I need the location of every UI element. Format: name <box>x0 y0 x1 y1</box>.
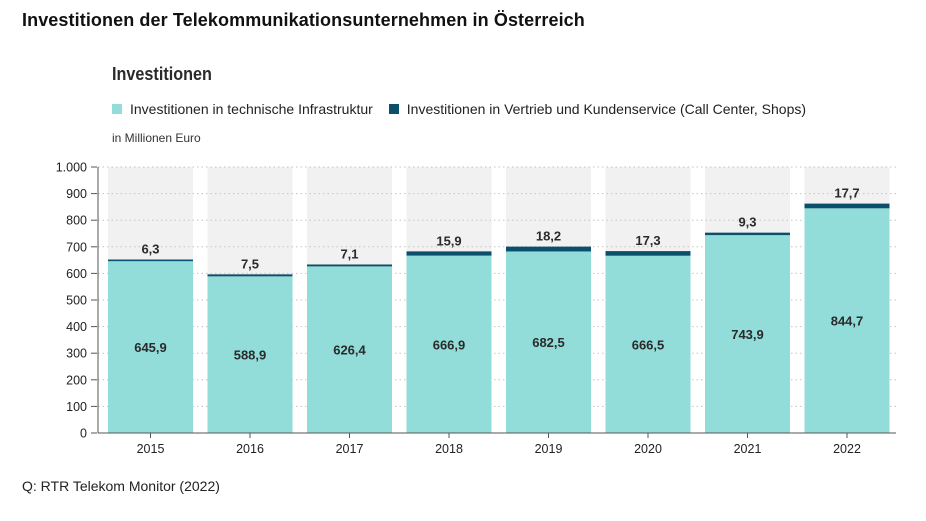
data-label-sales: 7,1 <box>340 246 358 261</box>
x-tick-label: 2016 <box>236 442 264 456</box>
y-tick-label: 600 <box>66 267 87 281</box>
bar-sales <box>605 251 691 256</box>
legend-swatch-infrastructure <box>112 104 122 114</box>
x-tick-label: 2019 <box>535 442 563 456</box>
chart-legend: Investitionen in technische Infrastruktu… <box>112 101 822 117</box>
bar-infrastructure <box>207 276 293 433</box>
y-tick-label: 1.000 <box>56 161 87 175</box>
bar-sales <box>406 251 492 256</box>
page-title: Investitionen der Telekommunikationsunte… <box>22 10 585 30</box>
bar-sales <box>804 203 890 209</box>
data-label-infrastructure: 588,9 <box>234 348 267 363</box>
legend-item-sales: Investitionen in Vertrieb und Kundenserv… <box>388 101 807 117</box>
data-label-infrastructure: 645,9 <box>134 340 167 355</box>
data-label-infrastructure: 682,5 <box>532 335 565 350</box>
bar-sales <box>108 259 193 262</box>
data-label-infrastructure: 626,4 <box>333 343 366 358</box>
legend-label-infrastructure: Investitionen in technische Infrastruktu… <box>130 101 373 117</box>
y-tick-label: 500 <box>66 294 87 308</box>
bar-infrastructure <box>307 266 392 433</box>
y-tick-label: 300 <box>66 347 87 361</box>
chart-title: Investitionen <box>112 64 212 84</box>
legend-item-infrastructure: Investitionen in technische Infrastruktu… <box>112 101 373 117</box>
x-tick-label: 2015 <box>137 442 165 456</box>
bar-sales <box>307 264 392 267</box>
data-label-infrastructure: 666,9 <box>433 337 466 352</box>
x-tick-label: 2022 <box>833 442 861 456</box>
bar-infrastructure <box>406 255 492 433</box>
y-tick-label: 700 <box>66 240 87 254</box>
x-tick-label: 2021 <box>734 442 762 456</box>
bar-infrastructure <box>108 261 193 433</box>
data-label-sales: 15,9 <box>436 233 461 248</box>
data-label-sales: 17,3 <box>635 233 660 248</box>
legend-label-sales: Investitionen in Vertrieb und Kundenserv… <box>406 101 807 117</box>
unit-label: in Millionen Euro <box>112 131 201 145</box>
data-label-infrastructure: 666,5 <box>632 337 665 352</box>
data-label-sales: 7,5 <box>241 256 259 271</box>
legend-swatch-sales <box>388 104 399 114</box>
bar-infrastructure <box>705 235 790 433</box>
data-label-sales: 18,2 <box>536 229 561 244</box>
bar-sales <box>506 246 591 252</box>
data-label-sales: 17,7 <box>834 186 859 201</box>
bar-sales <box>705 232 790 236</box>
bar-infrastructure <box>605 255 691 433</box>
x-tick-label: 2017 <box>336 442 364 456</box>
data-label-infrastructure: 743,9 <box>731 327 764 342</box>
data-label-infrastructure: 844,7 <box>831 314 864 329</box>
data-label-sales: 9,3 <box>738 215 756 230</box>
y-tick-label: 100 <box>66 400 87 414</box>
y-tick-label: 400 <box>66 320 87 334</box>
bar-infrastructure <box>506 251 591 433</box>
y-tick-label: 0 <box>80 427 87 441</box>
y-tick-label: 900 <box>66 187 87 201</box>
y-tick-label: 200 <box>66 373 87 387</box>
source-note: Q: RTR Telekom Monitor (2022) <box>22 478 220 494</box>
y-tick-label: 800 <box>66 214 87 228</box>
data-label-sales: 6,3 <box>141 242 159 257</box>
bar-sales <box>207 274 293 277</box>
x-tick-label: 2018 <box>435 442 463 456</box>
x-tick-label: 2020 <box>634 442 662 456</box>
bar-infrastructure <box>804 208 890 433</box>
